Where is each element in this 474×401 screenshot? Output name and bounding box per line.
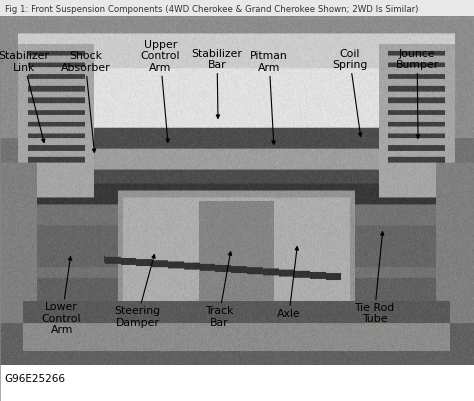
Text: Stabilizer
Link: Stabilizer Link: [0, 51, 49, 142]
Text: Upper
Control
Arm: Upper Control Arm: [140, 40, 180, 142]
Text: Coil
Spring: Coil Spring: [332, 49, 367, 136]
Text: Tie Rod
Tube: Tie Rod Tube: [355, 232, 394, 324]
Text: Stabilizer
Bar: Stabilizer Bar: [191, 49, 243, 118]
Text: G96E25266: G96E25266: [5, 374, 66, 384]
Text: Track
Bar: Track Bar: [205, 252, 233, 328]
Text: Pitman
Arm: Pitman Arm: [250, 51, 288, 144]
FancyBboxPatch shape: [0, 0, 474, 18]
Text: Jounce
Bumper: Jounce Bumper: [395, 49, 439, 138]
Text: Fig 1: Front Suspension Components (4WD Cherokee & Grand Cherokee Shown; 2WD Is : Fig 1: Front Suspension Components (4WD …: [5, 5, 418, 14]
Text: Axle: Axle: [277, 247, 301, 318]
Text: Lower
Control
Arm: Lower Control Arm: [42, 257, 82, 335]
Text: Steering
Damper: Steering Damper: [114, 255, 161, 328]
Text: Shock
Absorber: Shock Absorber: [61, 51, 110, 152]
